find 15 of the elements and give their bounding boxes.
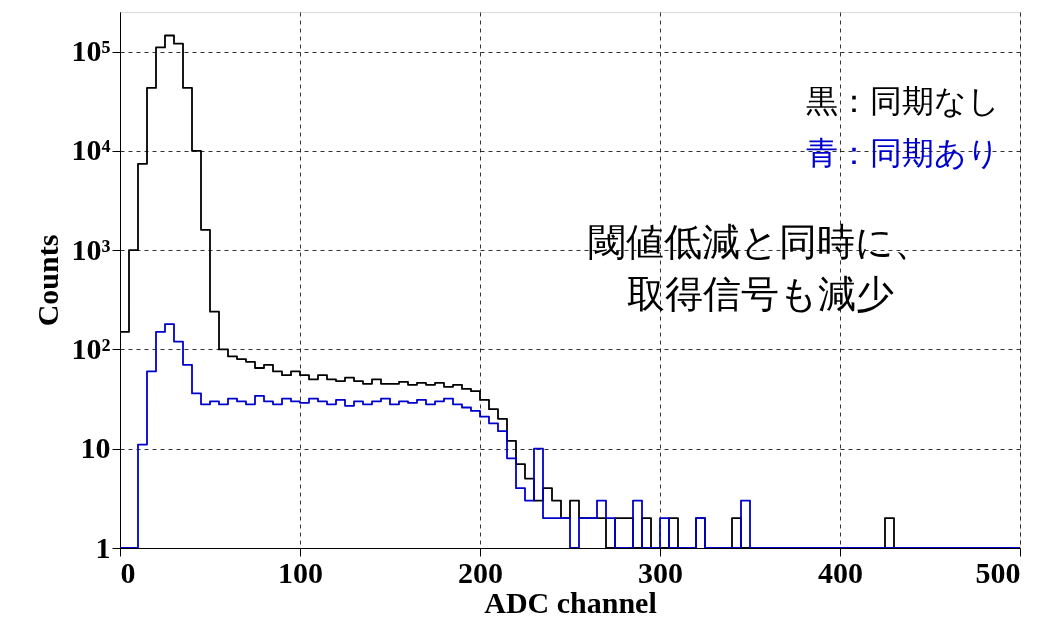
- x-tick-label: 500: [975, 555, 1021, 589]
- y-tick-label: 10²: [71, 331, 111, 365]
- y-tick-label: 10⁵: [71, 34, 111, 68]
- x-tick-label: 100: [278, 555, 323, 589]
- y-axis-title: Counts: [30, 234, 64, 327]
- text: 青：同期あり: [806, 134, 1000, 172]
- x-tick-label: 400: [818, 555, 863, 589]
- y-tick-label: 10³: [71, 232, 111, 266]
- x-tick-label: 0: [120, 555, 136, 589]
- annotation: 閾値低減と同時に、: [588, 220, 932, 264]
- y-tick-label: 10⁴: [71, 133, 111, 167]
- y-tick-label: 10: [80, 431, 111, 465]
- y-tick-label: 1: [95, 530, 111, 564]
- text: 黒：同期なし: [806, 82, 1000, 120]
- annotation: 取得信号も減少: [626, 272, 894, 316]
